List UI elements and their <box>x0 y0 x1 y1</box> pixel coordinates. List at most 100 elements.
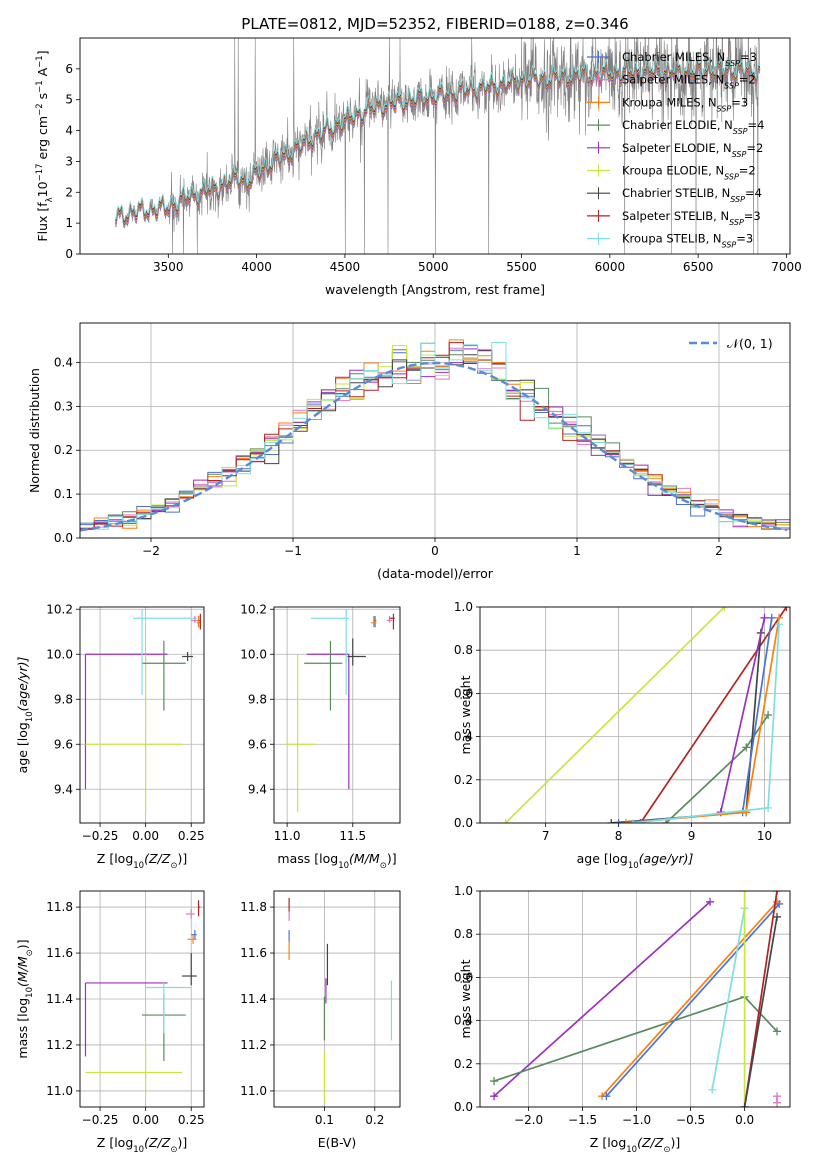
massweight-vs-Z-plot <box>490 891 784 1107</box>
legend-label: Salpeter ELODIE, NSSP=2 <box>622 141 763 159</box>
mass-vs-EBV-frame <box>273 890 401 1108</box>
mass-weight-marker <box>708 1085 717 1094</box>
y-tick-label: 0.0 <box>454 1100 473 1114</box>
spectrum-frame <box>79 37 791 255</box>
age-vs-mass-xlabel: mass [log10(M/M⊙)] <box>277 851 396 871</box>
mass-vs-Z-xlabel: Z [log10(Z/Z⊙)] <box>97 1135 187 1155</box>
mass-weight-marker <box>490 1092 499 1101</box>
x-tick-label: −2 <box>142 544 160 558</box>
x-tick-label: 6000 <box>595 260 626 274</box>
legend-label: Chabrier MILES, NSSP=3 <box>622 50 757 68</box>
mass-weight-marker <box>740 1103 749 1107</box>
mass-weight-line <box>611 632 762 823</box>
y-tick-label: 0.2 <box>54 443 73 457</box>
mass-weight-marker <box>782 607 790 611</box>
y-tick-label: 9.4 <box>248 782 267 796</box>
mass-weight-marker <box>602 1092 611 1101</box>
y-tick-label: 9.8 <box>248 692 267 706</box>
y-tick-label: 9.6 <box>54 737 73 751</box>
y-tick-label: 9.8 <box>54 692 73 706</box>
y-tick-label: 0.6 <box>454 970 473 984</box>
y-tick-label: 0.0 <box>454 816 473 830</box>
mass-weight-marker <box>662 819 670 823</box>
y-tick-label: 0.6 <box>454 686 473 700</box>
spectrum-ylabel: Flux [fλ10−17 erg cm−2 s−1 A−1] <box>35 50 55 241</box>
y-tick-label: 0.2 <box>454 1057 473 1071</box>
x-tick-label: 0.00 <box>132 1113 159 1127</box>
figure-title: PLATE=0812, MJD=52352, FIBERID=0188, z=0… <box>241 15 628 33</box>
y-tick-label: 10.2 <box>240 602 267 616</box>
y-tick-label: 0.2 <box>454 773 473 787</box>
mass-weight-marker <box>764 803 773 812</box>
y-tick-label: 11.0 <box>46 1084 73 1098</box>
x-tick-label: −0.5 <box>676 1113 705 1127</box>
y-tick-label: 0.8 <box>454 927 473 941</box>
y-tick-label: 5 <box>65 93 73 107</box>
y-tick-label: 11.2 <box>46 1038 73 1052</box>
age-vs-Z-plot <box>84 609 201 812</box>
mass-vs-EBV-plot <box>288 897 393 1103</box>
mass-weight-line <box>493 901 711 1097</box>
y-tick-label: 0.0 <box>54 531 73 545</box>
y-tick-label: 0.4 <box>454 1014 473 1028</box>
mass-weight-line <box>605 903 780 1097</box>
legend-label: Chabrier ELODIE, NSSP=4 <box>622 118 764 136</box>
spectrum-axes: 3500 4000 4500 5000 5500 6000 6500 7000 0 1 2 3 4 5 6 <box>65 62 801 274</box>
x-tick-label: 0.00 <box>132 829 159 843</box>
mass-weight-marker <box>614 819 623 823</box>
y-tick-label: 2 <box>65 185 73 199</box>
residuals-axes: −2 −1 0 1 2 0.0 0.1 0.2 0.3 0.4 <box>54 323 790 558</box>
x-tick-label: 10 <box>757 829 772 843</box>
mass-weight-marker <box>773 1027 782 1036</box>
spectrum-legend: Chabrier MILES, NSSP=3 Salpeter MILES, NS… <box>587 50 764 249</box>
spectrum-plot <box>115 38 761 254</box>
mass-vs-Z-frame <box>79 890 205 1108</box>
mass-weight-line <box>493 995 778 1082</box>
x-tick-label: 9 <box>688 829 696 843</box>
massweight-vs-Z-frame <box>479 890 791 1108</box>
x-tick-label: 0.2 <box>365 1113 384 1127</box>
y-tick-label: 11.6 <box>240 946 267 960</box>
x-tick-label: 0.25 <box>178 829 205 843</box>
age-vs-Z-frame <box>79 606 205 824</box>
x-tick-label: 4500 <box>330 260 361 274</box>
mass-weight-marker <box>621 819 630 823</box>
mass-weight-line <box>711 908 746 1090</box>
mass-vs-EBV-xlabel: E(B-V) <box>318 1135 357 1150</box>
mass-weight-marker <box>629 819 638 823</box>
age-vs-Z-axes: −0.25 0.00 0.25 9.4 9.6 9.8 10.0 10.2 <box>46 602 204 843</box>
legend-label: Kroupa STELIB, NSSP=3 <box>622 232 753 250</box>
age-vs-mass-frame <box>273 606 401 824</box>
x-tick-label: 0 <box>431 544 439 558</box>
x-tick-label: 5000 <box>418 260 449 274</box>
y-tick-label: 11.8 <box>46 900 73 914</box>
y-tick-label: 11.6 <box>46 946 73 960</box>
y-tick-label: 6 <box>65 62 73 76</box>
massweight-vs-Z-axes: −2.0 −1.5 −1.0 −0.5 0.0 0.0 0.2 0.4 0.6 0.8 1.0 <box>454 884 790 1127</box>
x-tick-label: 0.0 <box>735 1113 754 1127</box>
mass-weight-marker <box>607 819 616 823</box>
mass-weight-line <box>504 607 725 823</box>
mass-weight-marker <box>773 891 782 895</box>
y-tick-label: 11.4 <box>46 992 73 1006</box>
mass-vs-Z-ylabel: mass [log10(M/M⊙)] <box>15 939 35 1058</box>
legend-label: Kroupa ELODIE, NSSP=2 <box>622 164 756 182</box>
mass-weight-marker <box>764 711 773 719</box>
mass-weight-line <box>601 901 778 1097</box>
residuals-legend-label: 𝒩(0, 1) <box>727 336 773 351</box>
x-tick-label: 6500 <box>683 260 714 274</box>
y-tick-label: 3 <box>65 154 73 168</box>
mass-weight-marker <box>720 607 729 611</box>
massweight-vs-Z-xlabel: Z [log10(Z/Z⊙)] <box>590 1135 680 1155</box>
x-tick-label: 8 <box>615 829 623 843</box>
mass-weight-line <box>639 607 788 823</box>
mass-weight-line <box>633 624 780 823</box>
y-tick-label: 0 <box>65 247 73 261</box>
model-spectrum <box>115 56 761 222</box>
massweight-vs-age-ylabel: mass weight <box>458 675 473 754</box>
x-tick-label: 11.0 <box>274 829 301 843</box>
y-tick-label: 11.4 <box>240 992 267 1006</box>
mass-weight-marker <box>767 613 776 622</box>
y-tick-label: 0.8 <box>454 643 473 657</box>
y-tick-label: 1 <box>65 216 73 230</box>
